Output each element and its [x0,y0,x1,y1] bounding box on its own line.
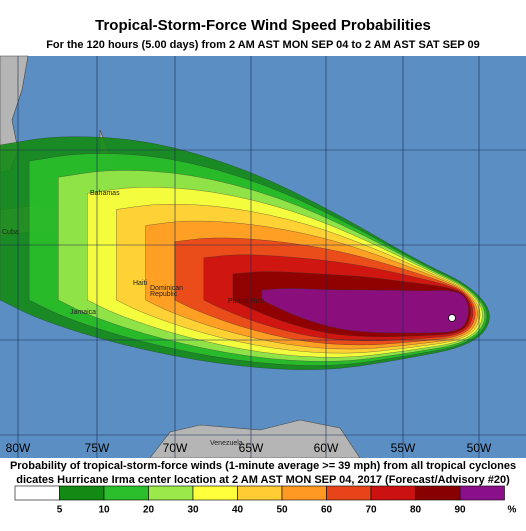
probability-cone [0,136,490,370]
place-label: Dominican [150,285,183,292]
longitude-label: 75W [85,441,110,455]
place-label: Republic [150,291,178,298]
caption-line: dicates Hurricane Irma center location a… [16,474,510,486]
legend-tick: 80 [410,505,422,516]
place-label: Haiti [133,280,147,287]
legend-tick: 20 [143,505,155,516]
place-label: Jamaica [70,309,96,316]
legend-swatch [326,485,372,501]
legend-tick: 90 [454,505,466,516]
longitude-label: 55W [391,441,416,455]
legend-tick: 60 [321,505,333,516]
legend-tick: 30 [187,505,199,516]
place-label: Venezuela [210,440,243,447]
legend-swatch [148,485,194,501]
storm-center [448,314,456,322]
place-label: Puerto Rico [228,298,265,305]
legend-swatch [59,485,105,501]
longitude-label: 50W [467,441,492,455]
legend-tick: 5 [57,505,63,516]
legend-tick: 10 [98,505,110,516]
subtitle: For the 120 hours (5.00 days) from 2 AM … [46,39,480,51]
legend-swatch [237,485,283,501]
place-label: Bahamas [90,190,120,197]
longitude-label: 65W [239,441,264,455]
title: Tropical-Storm-Force Wind Speed Probabil… [95,17,431,34]
legend-unit: % [508,505,517,516]
legend-tick: 70 [365,505,377,516]
legend-swatch [192,485,238,501]
legend-swatch [281,485,327,501]
graticule [0,56,526,458]
place-label: Cuba [2,229,19,236]
longitude-label: 60W [314,441,339,455]
legend-tick: 50 [276,505,288,516]
longitude-label: 70W [163,441,188,455]
probability-band [261,288,469,334]
legend-tick: 40 [232,505,244,516]
longitude-label: 80W [6,441,31,455]
legend-swatch [459,485,505,501]
legend-swatch [415,485,461,501]
legend-swatch [14,485,60,501]
caption-line: Probability of tropical-storm-force wind… [10,460,516,472]
legend-swatch [103,485,149,501]
legend-swatch [370,485,416,501]
